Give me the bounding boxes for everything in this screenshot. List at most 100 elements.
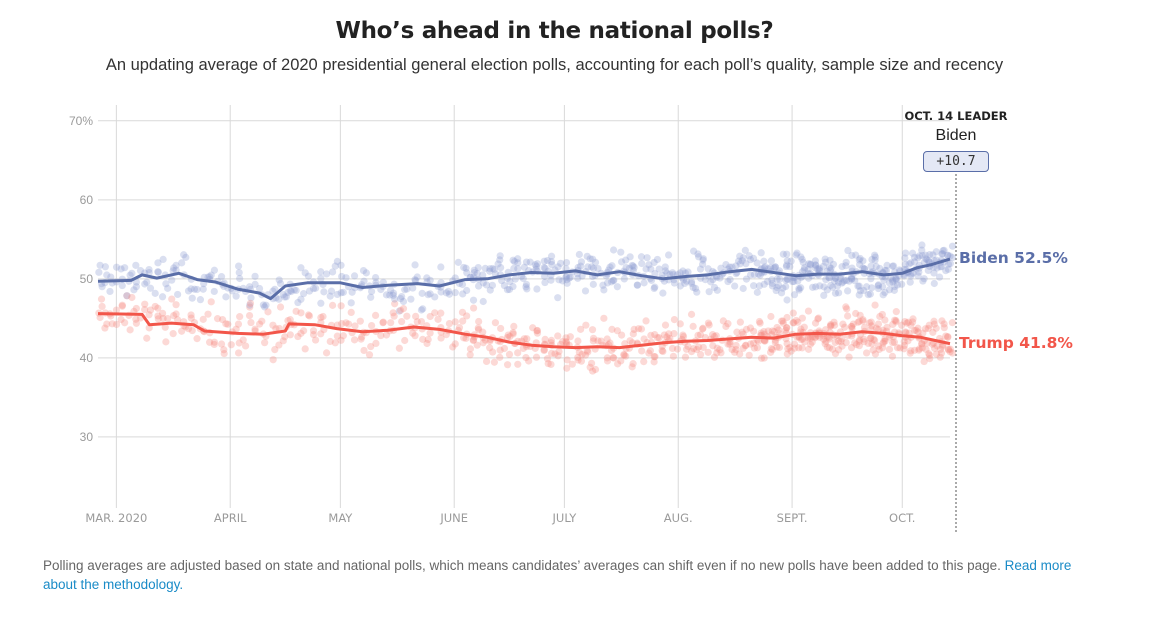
trump-poll-dot (827, 321, 835, 329)
biden-poll-dot (690, 247, 698, 255)
trump-poll-dot (724, 340, 732, 348)
biden-end-label: Biden 52.5% (959, 249, 1068, 268)
biden-poll-dot (767, 257, 775, 265)
biden-poll-dot (123, 292, 131, 300)
biden-poll-dot (905, 260, 913, 268)
biden-poll-dot (522, 283, 530, 291)
biden-poll-dot (783, 261, 791, 269)
trump-poll-dot (603, 357, 612, 365)
biden-poll-dot (362, 269, 370, 277)
biden-poll-dot (831, 274, 839, 282)
trump-poll-dot (837, 338, 845, 346)
biden-poll-dot (811, 257, 819, 265)
trump-poll-dot (466, 345, 475, 353)
biden-poll-dot (876, 264, 884, 273)
trump-poll-dot (914, 324, 922, 332)
trump-poll-dot (626, 337, 634, 345)
biden-poll-dot (633, 281, 642, 289)
trump-poll-dot (154, 304, 162, 312)
trump-poll-dot (732, 341, 740, 350)
trump-poll-dot (505, 350, 514, 359)
x-tick-label: OCT. (889, 511, 915, 525)
trump-poll-dot (948, 349, 957, 357)
biden-poll-dot (924, 266, 932, 275)
biden-poll-dot (651, 269, 659, 278)
biden-poll-dot (844, 246, 852, 255)
trump-poll-dot (739, 344, 747, 352)
trump-poll-dot (800, 323, 808, 331)
trump-poll-dot (255, 320, 264, 328)
trump-poll-dot (821, 340, 829, 348)
biden-poll-dot (547, 276, 555, 284)
methodology-link[interactable]: Read more about the methodology. (43, 558, 1072, 592)
trump-poll-dot (731, 348, 739, 356)
trump-poll-dot (779, 317, 787, 325)
trump-poll-dot (600, 314, 608, 322)
biden-poll-dot (920, 275, 928, 283)
trump-poll-dot (566, 333, 574, 341)
biden-poll-dot (670, 279, 679, 287)
trump-poll-dot (337, 302, 345, 310)
trump-poll-dot (749, 339, 758, 347)
biden-poll-dot (437, 288, 445, 296)
biden-poll-dot (906, 278, 914, 286)
trump-poll-dot (693, 345, 701, 354)
trump-poll-dot (687, 310, 696, 318)
trump-poll-dot (682, 345, 691, 353)
biden-poll-dot (922, 255, 930, 263)
trump-poll-dot (603, 335, 611, 343)
biden-poll-dot (797, 284, 805, 292)
biden-poll-dot (668, 269, 677, 277)
trump-poll-dot (870, 335, 878, 344)
trump-poll-dot (399, 305, 408, 313)
biden-poll-dot (497, 264, 505, 272)
trump-poll-dot (409, 329, 417, 337)
trump-poll-dot (589, 337, 597, 345)
trump-poll-dot (377, 331, 385, 340)
trump-poll-dot (790, 344, 799, 352)
trump-poll-dot (872, 324, 880, 332)
biden-poll-dot (395, 307, 403, 315)
trump-poll-dot (874, 342, 883, 350)
biden-poll-dot (401, 286, 409, 294)
trump-poll-dot (814, 315, 822, 323)
biden-poll-dot (829, 283, 837, 291)
trump-poll-dot (154, 312, 162, 320)
biden-poll-dot (890, 286, 898, 294)
biden-poll-dot (411, 276, 419, 284)
trump-poll-dot (808, 338, 816, 346)
trump-poll-dot (398, 317, 406, 326)
trump-poll-dot (773, 343, 781, 351)
trump-poll-dot (901, 328, 909, 336)
biden-poll-dot (918, 252, 926, 260)
trump-poll-dot (655, 334, 663, 342)
trump-poll-dot (437, 334, 445, 342)
trump-poll-dot (914, 328, 922, 336)
biden-poll-dot (199, 285, 207, 293)
trump-poll-dot (826, 335, 834, 343)
biden-poll-dot (136, 266, 145, 275)
trump-poll-dot (275, 341, 283, 349)
biden-poll-dot (609, 277, 617, 285)
trump-poll-dot (745, 351, 753, 359)
biden-poll-dot (664, 251, 673, 259)
biden-poll-dot (182, 253, 190, 261)
biden-poll-dot (417, 306, 426, 314)
trump-poll-dot (154, 315, 162, 323)
trump-poll-dot (589, 334, 598, 342)
trump-poll-dot (347, 308, 355, 316)
biden-poll-dot (782, 282, 790, 291)
trump-poll-dot (276, 303, 285, 311)
biden-poll-dot (418, 289, 426, 297)
trump-poll-dot (831, 338, 839, 347)
biden-poll-dot (470, 266, 478, 274)
biden-poll-dot (294, 298, 302, 307)
trump-poll-dot (401, 336, 409, 345)
trump-poll-dot (533, 326, 542, 335)
biden-poll-dot (809, 283, 817, 291)
trump-poll-dot (372, 339, 380, 348)
trump-poll-dot (784, 345, 792, 353)
biden-poll-dot (594, 265, 602, 273)
biden-poll-dot (372, 279, 380, 287)
biden-poll-dot (386, 291, 394, 299)
